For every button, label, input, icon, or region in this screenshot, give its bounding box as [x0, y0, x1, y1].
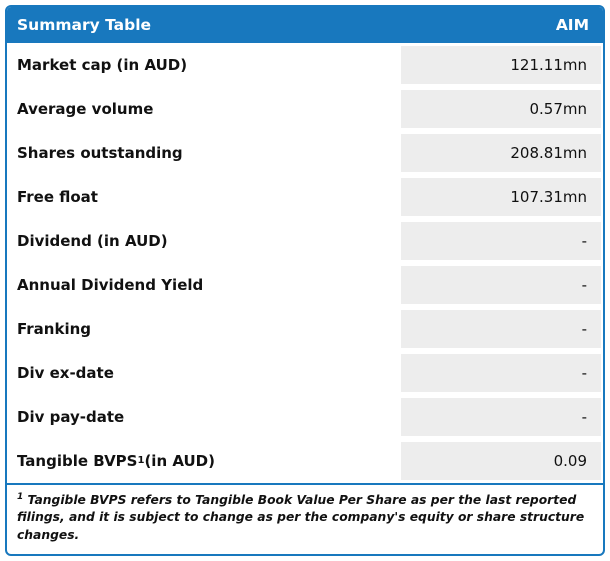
table-row: Free float 107.31mn [7, 175, 603, 219]
column-header-aim: AIM [555, 16, 589, 34]
table-body: Market cap (in AUD) 121.11mn Average vol… [7, 43, 603, 483]
table-row: Dividend (in AUD) - [7, 219, 603, 263]
summary-table-card: Summary Table AIM Market cap (in AUD) 12… [5, 5, 605, 556]
row-label: Franking [17, 319, 92, 338]
row-value: - [401, 265, 601, 304]
row-value: - [401, 221, 601, 260]
row-label: Div pay-date [17, 407, 125, 426]
row-label-text: Tangible BVPS [17, 451, 138, 470]
row-value: 208.81mn [401, 133, 601, 172]
row-label: Div ex-date [17, 363, 114, 382]
row-value: 0.09 [401, 441, 601, 480]
row-label: Annual Dividend Yield [17, 275, 204, 294]
table-row: Shares outstanding 208.81mn [7, 131, 603, 175]
row-label-suffix: (in AUD) [144, 451, 215, 470]
row-label: Tangible BVPS 1 (in AUD) [17, 451, 215, 470]
row-value: - [401, 309, 601, 348]
row-value: - [401, 397, 601, 436]
table-row: Div pay-date - [7, 395, 603, 439]
row-label: Market cap (in AUD) [17, 55, 188, 74]
footnote-marker: 1 [17, 491, 24, 502]
table-header: Summary Table AIM [7, 7, 603, 43]
table-row: Tangible BVPS 1 (in AUD) 0.09 [7, 439, 603, 483]
row-value: 121.11mn [401, 46, 601, 84]
row-label: Shares outstanding [17, 143, 183, 162]
row-label: Average volume [17, 99, 154, 118]
row-label: Free float [17, 187, 98, 206]
footnote-text: Tangible BVPS refers to Tangible Book Va… [17, 492, 585, 543]
row-value: - [401, 353, 601, 392]
table-row: Annual Dividend Yield - [7, 263, 603, 307]
table-row: Franking - [7, 307, 603, 351]
row-value: 107.31mn [401, 177, 601, 216]
row-label: Dividend (in AUD) [17, 231, 168, 250]
table-row: Div ex-date - [7, 351, 603, 395]
table-row: Market cap (in AUD) 121.11mn [7, 43, 603, 87]
table-row: Average volume 0.57mn [7, 87, 603, 131]
table-footnote: 1 Tangible BVPS refers to Tangible Book … [7, 482, 603, 554]
table-title: Summary Table [17, 16, 152, 34]
row-value: 0.57mn [401, 89, 601, 128]
